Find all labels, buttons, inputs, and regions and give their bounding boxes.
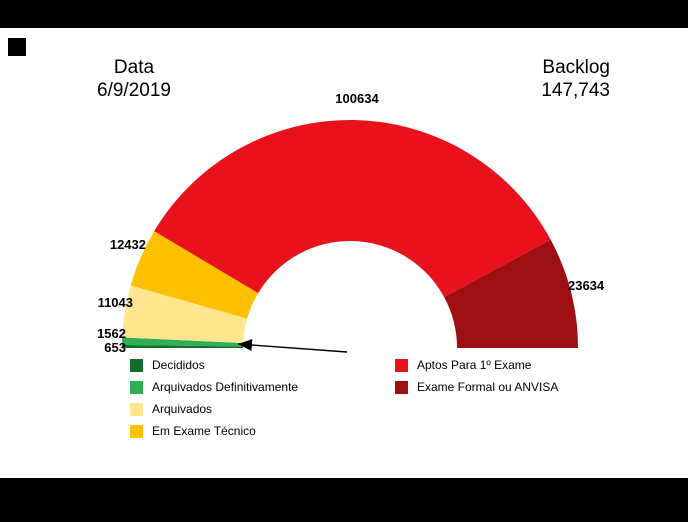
legend-left-column: Decididos Arquivados Definitivamente Arq… xyxy=(130,358,298,438)
legend-swatch-aptos xyxy=(395,358,408,372)
donut-segment-2 xyxy=(122,285,248,344)
arrow-annotation xyxy=(237,339,348,353)
decorative-black-square xyxy=(8,38,26,56)
value-label-aptos: 100634 xyxy=(335,91,379,106)
legend-label-aptos: Aptos Para 1º Exame xyxy=(417,358,532,372)
legend-label-exame-formal: Exame Formal ou ANVISA xyxy=(417,380,559,394)
legend-label-em-exame-tecnico: Em Exame Técnico xyxy=(152,424,256,438)
legend-item-aptos: Aptos Para 1º Exame xyxy=(395,358,558,372)
value-label-decididos: 653 xyxy=(104,340,126,355)
value-label-arquivados-definitivamente: 1562 xyxy=(97,326,126,341)
legend-item-em-exame-tecnico: Em Exame Técnico xyxy=(130,424,298,438)
backlog-header: Backlog 147,743 xyxy=(430,56,610,102)
value-label-arquivados: 11043 xyxy=(97,295,133,310)
legend-label-decididos: Decididos xyxy=(152,358,205,372)
donut-segment-5 xyxy=(444,239,578,348)
value-label-exame-tecnico: 12432 xyxy=(109,237,146,252)
legend-item-exame-formal: Exame Formal ou ANVISA xyxy=(395,380,558,394)
donut-segment-4 xyxy=(154,119,551,298)
date-value: 6/9/2019 xyxy=(97,80,171,101)
date-header: Data 6/9/2019 xyxy=(86,56,182,102)
backlog-label: Backlog xyxy=(542,57,610,78)
legend-swatch-arquivados-definitivamente xyxy=(130,380,143,394)
legend-swatch-decididos xyxy=(130,358,143,372)
backlog-value: 147,743 xyxy=(541,80,610,101)
legend-swatch-exame-formal xyxy=(395,380,408,394)
legend-label-arquivados: Arquivados xyxy=(152,402,213,416)
legend-right-column: Aptos Para 1º Exame Exame Formal ou ANVI… xyxy=(395,358,558,394)
legend-item-decididos: Decididos xyxy=(130,358,298,372)
donut-segment-1 xyxy=(122,337,244,347)
legend-item-arquivados: Arquivados xyxy=(130,402,298,416)
legend-label-arquivados-definitivamente: Arquivados Definitivamente xyxy=(152,380,299,394)
half-donut-chart xyxy=(121,119,578,353)
donut-segment-0 xyxy=(121,344,244,348)
legend-swatch-arquivados xyxy=(130,402,143,416)
date-label: Data xyxy=(113,57,155,78)
donut-segment-3 xyxy=(130,231,259,319)
donut-segments xyxy=(121,119,578,348)
chart-area: Data 6/9/2019 Backlog 147,743 100634 124… xyxy=(0,28,688,478)
value-label-exame-formal: 23634 xyxy=(568,278,605,293)
legend-swatch-em-exame-tecnico xyxy=(130,424,143,438)
legend-item-arquivados-definitivamente: Arquivados Definitivamente xyxy=(130,380,298,394)
